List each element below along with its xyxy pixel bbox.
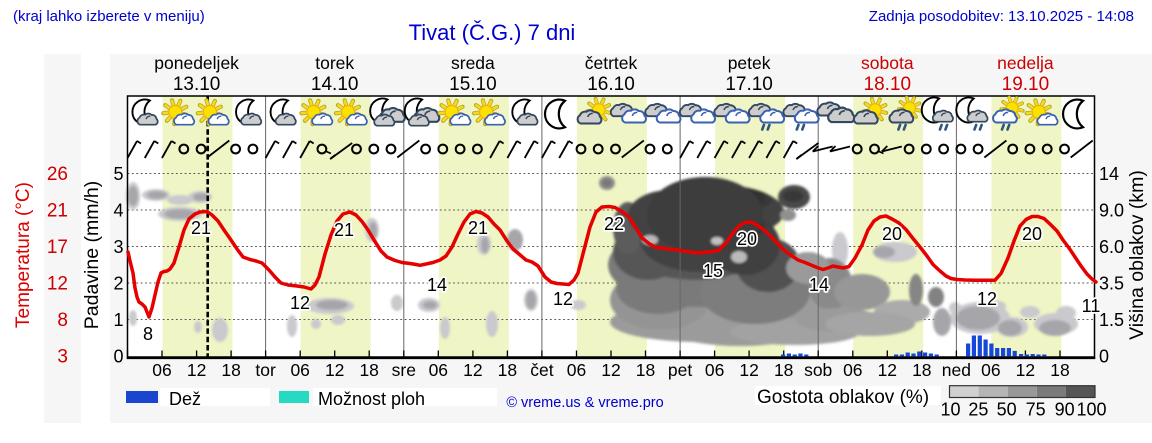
svg-text:12: 12: [1016, 360, 1035, 380]
svg-text:14.10: 14.10: [311, 74, 359, 95]
svg-text:sob: sob: [804, 360, 832, 380]
svg-text:06: 06: [567, 360, 586, 380]
svg-text:12: 12: [47, 274, 68, 295]
svg-text:(kraj lahko izberete v meniju): (kraj lahko izberete v meniju): [13, 8, 205, 25]
svg-text:20: 20: [737, 229, 757, 249]
svg-text:Višina oblakov (km): Višina oblakov (km): [1126, 170, 1148, 340]
svg-text:ponedeljek: ponedeljek: [154, 53, 239, 73]
svg-text:06: 06: [290, 360, 309, 380]
svg-text:50: 50: [997, 400, 1017, 420]
svg-text:25: 25: [968, 400, 988, 420]
svg-text:12: 12: [553, 289, 573, 309]
svg-text:21: 21: [47, 201, 68, 222]
svg-text:Dež: Dež: [169, 389, 201, 409]
svg-text:1: 1: [113, 310, 123, 330]
svg-text:12: 12: [187, 360, 206, 380]
svg-text:12: 12: [878, 360, 897, 380]
svg-text:19.10: 19.10: [1002, 74, 1050, 95]
svg-text:čet: čet: [530, 360, 553, 380]
svg-text:3: 3: [113, 237, 123, 257]
svg-text:sreda: sreda: [451, 53, 495, 73]
svg-text:22: 22: [604, 214, 624, 234]
svg-text:06: 06: [981, 360, 1000, 380]
svg-text:21: 21: [334, 220, 354, 240]
svg-text:16.10: 16.10: [587, 74, 635, 95]
svg-text:90: 90: [1055, 400, 1075, 420]
svg-text:20: 20: [1022, 224, 1042, 244]
svg-text:2: 2: [113, 273, 123, 293]
svg-text:18: 18: [636, 360, 655, 380]
svg-text:5: 5: [113, 164, 123, 184]
svg-text:18: 18: [498, 360, 517, 380]
svg-text:8: 8: [57, 310, 68, 331]
svg-text:20: 20: [882, 224, 902, 244]
svg-text:18: 18: [1050, 360, 1069, 380]
svg-text:petek: petek: [728, 53, 771, 73]
svg-text:0: 0: [1099, 346, 1109, 366]
svg-text:18: 18: [221, 360, 240, 380]
svg-text:tor: tor: [255, 360, 276, 380]
svg-text:12: 12: [325, 360, 344, 380]
svg-text:sobota: sobota: [861, 53, 914, 73]
svg-text:17.10: 17.10: [725, 74, 773, 95]
svg-text:18: 18: [774, 360, 793, 380]
svg-text:14: 14: [809, 275, 829, 295]
svg-text:15.10: 15.10: [449, 74, 497, 95]
svg-text:Padavine (mm/h): Padavine (mm/h): [81, 181, 103, 329]
svg-text:6.0: 6.0: [1099, 237, 1124, 257]
svg-text:13.10: 13.10: [173, 74, 221, 95]
svg-text:75: 75: [1026, 400, 1046, 420]
svg-text:© vreme.us & vreme.pro: © vreme.us & vreme.pro: [506, 395, 663, 411]
svg-text:17: 17: [47, 237, 68, 258]
svg-text:12: 12: [463, 360, 482, 380]
svg-text:06: 06: [705, 360, 724, 380]
svg-text:06: 06: [152, 360, 171, 380]
svg-text:1.5: 1.5: [1099, 310, 1124, 330]
svg-text:12: 12: [601, 360, 620, 380]
svg-text:15: 15: [703, 261, 723, 281]
svg-text:nedelja: nedelja: [997, 53, 1054, 73]
svg-text:Možnost ploh: Možnost ploh: [318, 389, 425, 409]
svg-text:Tivat (Č.G.) 7 dni: Tivat (Č.G.) 7 dni: [409, 20, 576, 45]
svg-text:11: 11: [1082, 296, 1101, 316]
svg-text:3: 3: [57, 347, 68, 368]
svg-text:18.10: 18.10: [864, 74, 912, 95]
svg-text:18: 18: [912, 360, 931, 380]
svg-text:Temperatura (°C): Temperatura (°C): [13, 182, 34, 328]
svg-text:10: 10: [940, 400, 960, 420]
svg-text:18: 18: [359, 360, 378, 380]
svg-text:12: 12: [290, 293, 310, 313]
svg-text:26: 26: [47, 164, 68, 185]
svg-text:3.5: 3.5: [1099, 273, 1124, 293]
svg-text:pet: pet: [668, 360, 692, 380]
svg-text:06: 06: [429, 360, 448, 380]
svg-text:12: 12: [739, 360, 758, 380]
svg-text:4: 4: [113, 200, 123, 220]
svg-text:14: 14: [1099, 164, 1119, 184]
svg-text:0: 0: [113, 346, 123, 366]
svg-text:Zadnja posodobitev: 13.10.2025: Zadnja posodobitev: 13.10.2025 - 14:08: [869, 8, 1134, 25]
svg-text:21: 21: [468, 218, 488, 238]
svg-text:četrtek: četrtek: [585, 53, 638, 73]
svg-text:9.0: 9.0: [1099, 200, 1124, 220]
svg-text:torek: torek: [315, 53, 354, 73]
svg-text:06: 06: [843, 360, 862, 380]
svg-text:14: 14: [427, 275, 447, 295]
svg-text:21: 21: [191, 218, 211, 238]
svg-text:100: 100: [1076, 400, 1106, 420]
svg-text:Gostota oblakov (%): Gostota oblakov (%): [757, 387, 929, 408]
svg-text:ned: ned: [942, 360, 971, 380]
svg-text:12: 12: [977, 289, 997, 309]
svg-text:8: 8: [143, 324, 153, 344]
svg-text:sre: sre: [392, 360, 416, 380]
